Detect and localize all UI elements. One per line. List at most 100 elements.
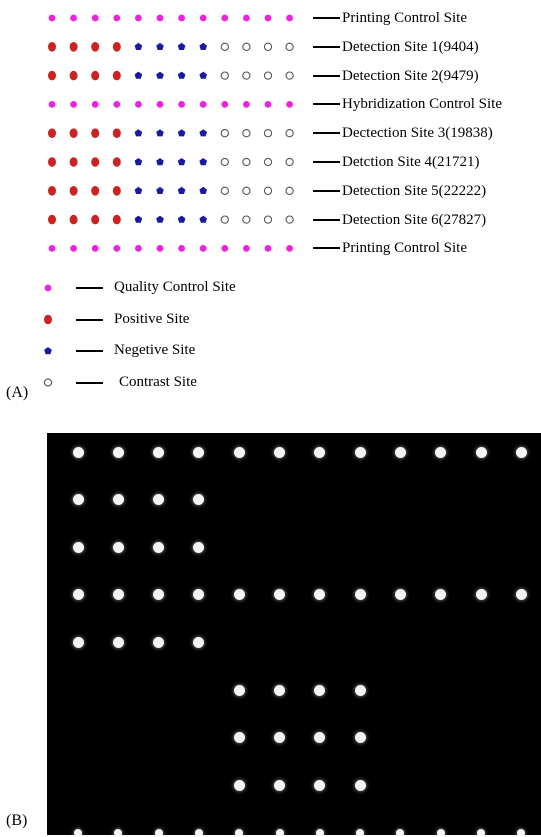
positive-site-marker bbox=[91, 42, 100, 52]
negative-site-marker bbox=[199, 129, 207, 137]
quality-control-site-marker bbox=[243, 245, 250, 252]
quality-control-site-marker bbox=[91, 245, 99, 252]
positive-site-marker bbox=[69, 186, 78, 196]
fluorescent-spot bbox=[477, 828, 485, 835]
contrast-site-marker bbox=[285, 186, 294, 195]
panel-b-label: (B) bbox=[6, 812, 28, 829]
fluorescent-spot bbox=[153, 636, 165, 648]
leader-line bbox=[313, 161, 340, 163]
fluorescent-spot bbox=[354, 732, 366, 744]
positive-site-marker bbox=[91, 128, 100, 138]
fluorescent-spot bbox=[72, 541, 84, 553]
contrast-site-marker bbox=[263, 157, 273, 167]
quality-control-site-marker bbox=[178, 14, 186, 22]
positive-site-marker bbox=[48, 128, 56, 138]
fluorescent-spot bbox=[153, 494, 165, 506]
negative-site-marker bbox=[177, 158, 186, 166]
contrast-site-marker bbox=[263, 186, 273, 195]
fluorescent-spot bbox=[114, 828, 123, 835]
positive-site-marker bbox=[69, 214, 78, 225]
quality-control-site-marker bbox=[264, 245, 272, 252]
legend-negative-marker bbox=[44, 347, 52, 355]
negative-site-marker bbox=[156, 158, 164, 166]
contrast-site-marker bbox=[242, 129, 251, 138]
fluorescent-spot bbox=[233, 589, 245, 601]
legend-dash bbox=[76, 287, 103, 289]
negative-site-marker bbox=[199, 186, 207, 194]
leader-line bbox=[313, 189, 340, 192]
leader-line bbox=[313, 103, 340, 106]
fluorescent-spot bbox=[314, 732, 326, 744]
contrast-site-marker bbox=[242, 215, 251, 224]
quality-control-site-marker bbox=[48, 14, 56, 22]
quality-control-site-marker bbox=[178, 245, 186, 252]
row-label: Detection Site 6(27827) bbox=[342, 211, 487, 228]
legend-label: Contrast Site bbox=[119, 373, 197, 390]
negative-site-marker bbox=[177, 186, 186, 194]
fluorescent-spot bbox=[112, 494, 124, 506]
legend-label: Negetive Site bbox=[114, 342, 196, 358]
fluorescent-spot bbox=[475, 446, 487, 458]
row-label: Detction Site 4(21721) bbox=[342, 154, 480, 170]
negative-site-marker bbox=[156, 215, 164, 223]
fluorescent-spot bbox=[475, 589, 487, 601]
quality-control-site-marker bbox=[113, 101, 121, 108]
contrast-site-marker bbox=[242, 71, 251, 80]
positive-site-marker bbox=[48, 157, 56, 167]
legend-positive-marker bbox=[44, 314, 52, 325]
fluorescent-spot bbox=[274, 589, 285, 601]
fluorescent-spot bbox=[233, 779, 245, 791]
fluorescent-spot bbox=[394, 446, 406, 458]
positive-site-marker bbox=[91, 186, 100, 196]
fluorescent-spot bbox=[72, 494, 84, 506]
positive-site-marker bbox=[48, 42, 56, 52]
positive-site-marker bbox=[69, 157, 78, 167]
quality-control-site-marker bbox=[264, 14, 272, 22]
fluorescent-spot bbox=[274, 446, 285, 458]
positive-site-marker bbox=[48, 186, 56, 196]
fluorescent-spot bbox=[274, 684, 285, 696]
row-label: Detection Site 1(9404) bbox=[342, 38, 479, 55]
positive-site-marker bbox=[48, 70, 56, 81]
quality-control-site-marker bbox=[48, 101, 56, 108]
panel-a-label: (A) bbox=[6, 384, 29, 401]
contrast-site-marker bbox=[242, 42, 251, 51]
negative-site-marker bbox=[177, 129, 186, 137]
quality-control-site-marker bbox=[135, 245, 142, 252]
fluorescent-spot bbox=[515, 589, 527, 601]
fluorescent-spot bbox=[275, 828, 284, 835]
quality-control-site-marker bbox=[91, 101, 99, 108]
fluorescent-spot bbox=[233, 732, 245, 744]
fluorescent-spot bbox=[315, 828, 324, 835]
fluorescent-spot bbox=[274, 732, 285, 744]
negative-site-marker bbox=[199, 158, 207, 166]
row-label: Hybridization Control Site bbox=[342, 96, 502, 113]
leader-line bbox=[313, 218, 340, 221]
row-label: Printing Control Site bbox=[342, 10, 468, 26]
quality-control-site-marker bbox=[221, 245, 229, 252]
contrast-site-marker bbox=[285, 71, 294, 80]
negative-site-marker bbox=[134, 158, 143, 166]
fluorescent-spot bbox=[517, 828, 526, 835]
positive-site-marker bbox=[91, 70, 100, 81]
quality-control-site-marker bbox=[70, 101, 77, 108]
negative-site-marker bbox=[156, 42, 164, 50]
fluorescent-spot bbox=[72, 589, 84, 601]
legend-label: Quality Control Site bbox=[114, 279, 236, 295]
quality-control-site-marker bbox=[286, 245, 293, 252]
quality-control-site-marker bbox=[91, 14, 99, 22]
legend-dash bbox=[76, 350, 103, 352]
fluorescent-spot bbox=[193, 589, 205, 601]
quality-control-site-marker bbox=[48, 245, 56, 252]
fluorescent-spot bbox=[314, 684, 326, 696]
legend-contrast-marker bbox=[43, 378, 53, 387]
quality-control-site-marker bbox=[178, 101, 186, 108]
fluorescent-spot bbox=[233, 684, 245, 696]
contrast-site-marker bbox=[285, 215, 294, 224]
quality-control-site-marker bbox=[199, 245, 207, 252]
negative-site-marker bbox=[156, 186, 164, 194]
fluorescent-spot bbox=[354, 589, 366, 601]
contrast-site-marker bbox=[263, 215, 273, 224]
fluorescent-spot bbox=[194, 828, 203, 835]
row-label: Printing Control Site bbox=[342, 240, 468, 257]
